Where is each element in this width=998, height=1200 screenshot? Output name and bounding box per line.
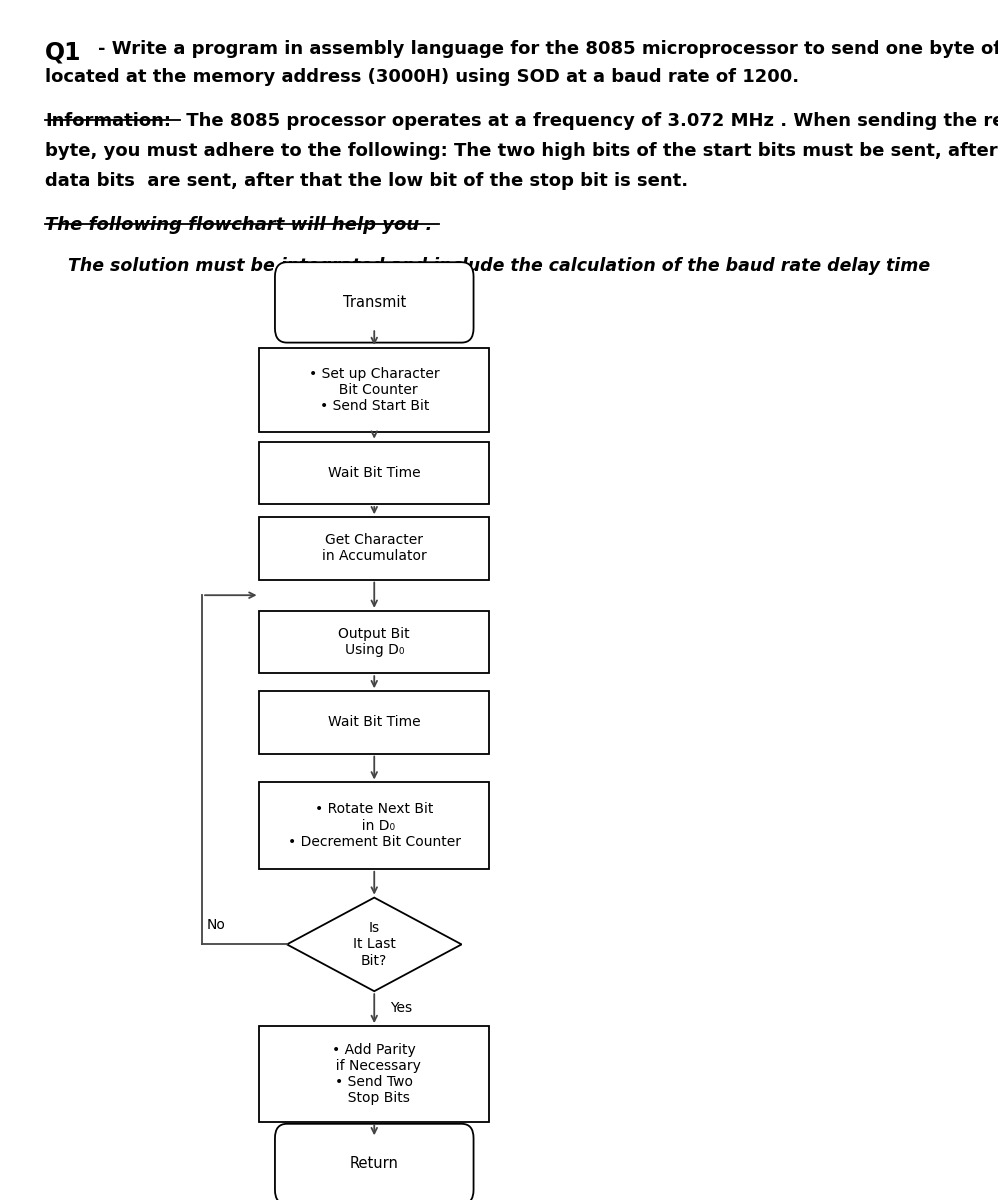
- FancyBboxPatch shape: [274, 262, 473, 343]
- Text: Is
It Last
Bit?: Is It Last Bit?: [353, 922, 395, 967]
- Text: Q1: Q1: [45, 41, 82, 65]
- Text: • Set up Character
  Bit Counter
• Send Start Bit: • Set up Character Bit Counter • Send St…: [309, 367, 439, 413]
- Bar: [259, 691, 489, 754]
- Bar: [259, 442, 489, 504]
- Text: Get Character
in Accumulator: Get Character in Accumulator: [322, 533, 426, 564]
- Text: - Write a program in assembly language for the 8085 microprocessor to send one b: - Write a program in assembly language f…: [98, 40, 998, 58]
- Bar: [259, 1026, 489, 1122]
- Bar: [259, 348, 489, 432]
- Bar: [259, 782, 489, 869]
- Text: data bits  are sent, after that the low bit of the stop bit is sent.: data bits are sent, after that the low b…: [45, 172, 688, 190]
- Bar: [259, 611, 489, 673]
- Text: • Rotate Next Bit
  in D₀
• Decrement Bit Counter: • Rotate Next Bit in D₀ • Decrement Bit …: [287, 803, 461, 848]
- Text: The solution must be integrated and include the calculation of the baud rate del: The solution must be integrated and incl…: [68, 257, 930, 275]
- Text: located at the memory address (3000H) using SOD at a baud rate of 1200.: located at the memory address (3000H) us…: [45, 68, 799, 86]
- Text: byte, you must adhere to the following: The two high bits of the start bits must: byte, you must adhere to the following: …: [45, 142, 998, 160]
- Text: Wait Bit Time: Wait Bit Time: [328, 466, 420, 480]
- Text: • Add Parity
  if Necessary
• Send Two
  Stop Bits: • Add Parity if Necessary • Send Two Sto…: [327, 1043, 421, 1105]
- Text: The 8085 processor operates at a frequency of 3.072 MHz . When sending the requi: The 8085 processor operates at a frequen…: [180, 112, 998, 130]
- Text: Transmit: Transmit: [342, 295, 406, 310]
- Text: The following flowchart will help you .: The following flowchart will help you .: [45, 216, 432, 234]
- Text: Return: Return: [350, 1157, 398, 1171]
- Text: No: No: [207, 918, 226, 932]
- Bar: [259, 517, 489, 580]
- Text: Yes: Yes: [390, 1001, 412, 1015]
- Polygon shape: [286, 898, 461, 991]
- Text: Wait Bit Time: Wait Bit Time: [328, 715, 420, 730]
- FancyBboxPatch shape: [274, 1123, 473, 1200]
- Text: Output Bit
Using D₀: Output Bit Using D₀: [338, 626, 410, 658]
- Text: Information:: Information:: [45, 112, 171, 130]
